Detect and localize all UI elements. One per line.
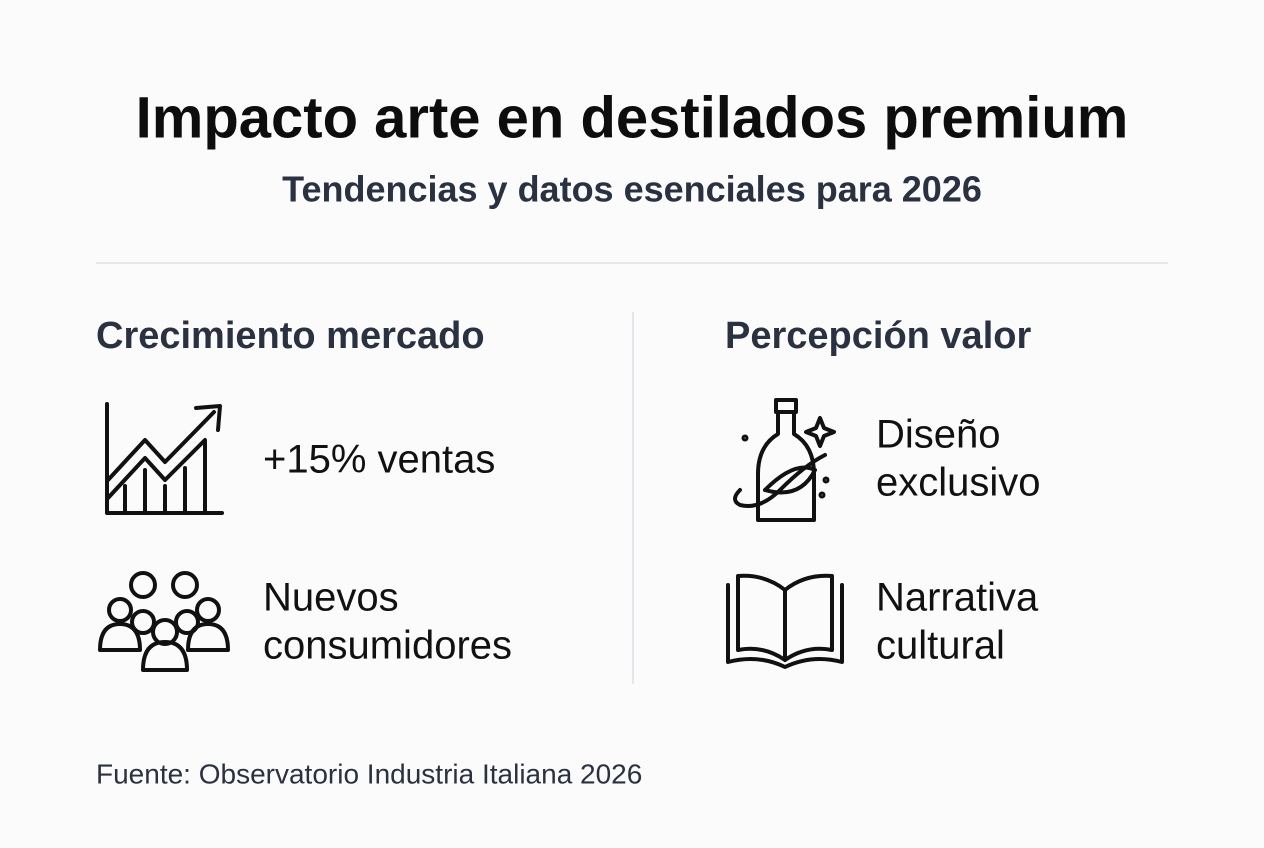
item-text: Narrativa xyxy=(876,576,1039,620)
growth-icon xyxy=(105,402,224,515)
item-text: +15% ventas xyxy=(263,438,495,482)
bottle-icon xyxy=(733,398,836,522)
subtitle: Tendencias y datos esenciales para 2026 xyxy=(282,169,982,210)
source: Fuente: Observatorio Industria Italiana … xyxy=(96,758,642,789)
item-text: exclusivo xyxy=(876,461,1041,505)
title: Impacto arte en destilados premium xyxy=(136,85,1129,150)
column-heading: Crecimiento mercado xyxy=(96,315,485,357)
item-text: Diseño xyxy=(876,413,1001,457)
book-icon xyxy=(726,573,844,669)
item-text: Nuevos xyxy=(263,576,399,620)
item-text: consumidores xyxy=(263,624,512,668)
people-icon xyxy=(98,571,230,672)
column-heading: Percepción valor xyxy=(725,315,1031,357)
item-text: cultural xyxy=(876,624,1005,668)
